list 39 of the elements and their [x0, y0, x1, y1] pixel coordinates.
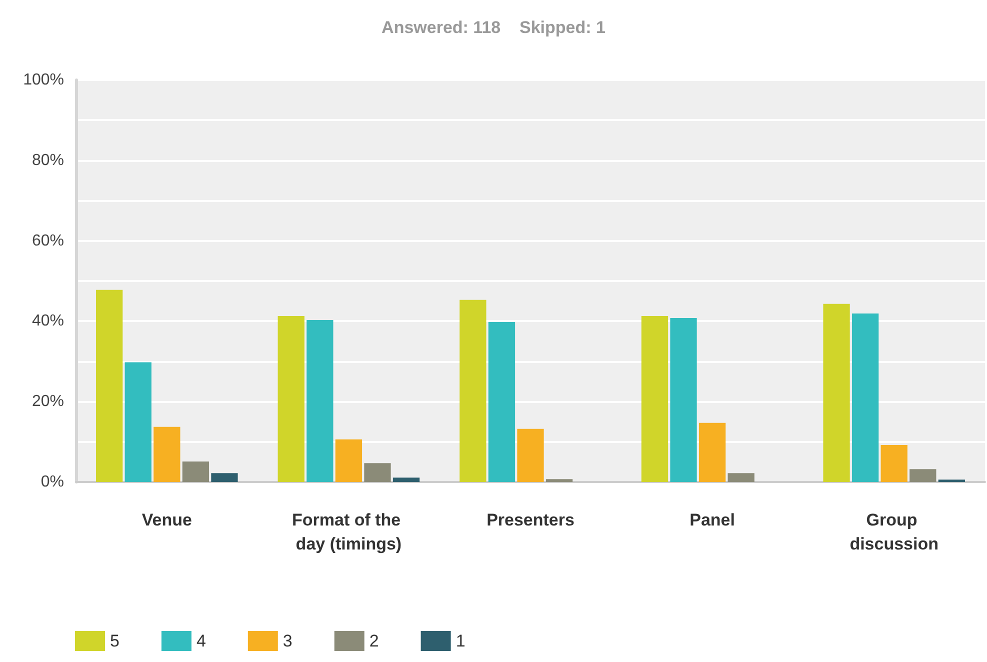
bar [335, 439, 362, 482]
bar [278, 316, 304, 482]
x-tick-label: Venue [142, 510, 192, 530]
x-tick-label: Panel [690, 510, 735, 530]
bar [488, 322, 516, 482]
bar [823, 304, 850, 482]
y-tick-label: 100% [23, 72, 64, 88]
bar [182, 462, 210, 482]
legend-label: 3 [282, 632, 292, 650]
bar [96, 290, 123, 482]
bar [670, 318, 697, 482]
bar [211, 473, 238, 482]
bar [546, 479, 573, 482]
bar [392, 478, 420, 482]
legend-label: 1 [456, 632, 466, 650]
bar [517, 428, 544, 482]
bar [910, 469, 936, 482]
bar [641, 316, 668, 482]
bar [306, 320, 334, 482]
x-tick-label: Presenters [486, 510, 574, 530]
y-tick-label: 0% [40, 474, 64, 490]
legend-label: 4 [196, 632, 206, 650]
bar [364, 463, 391, 482]
bar [728, 473, 754, 482]
bar [852, 314, 879, 482]
x-tick-label: Format of the day (timings) [292, 510, 406, 554]
bar [880, 445, 908, 482]
bar [154, 426, 180, 482]
bar [460, 300, 486, 482]
legend-label: 5 [110, 632, 120, 650]
x-tick-label: Group discussion [850, 510, 939, 554]
y-tick-label: 20% [32, 393, 64, 410]
chart-title: Answered: 118 Skipped: 1 [382, 18, 606, 37]
bar [124, 362, 152, 482]
y-tick-label: 40% [32, 312, 64, 330]
y-tick-label: 80% [32, 152, 64, 169]
bar [698, 422, 726, 482]
legend-label: 2 [369, 632, 379, 650]
y-tick-label: 60% [32, 232, 64, 250]
